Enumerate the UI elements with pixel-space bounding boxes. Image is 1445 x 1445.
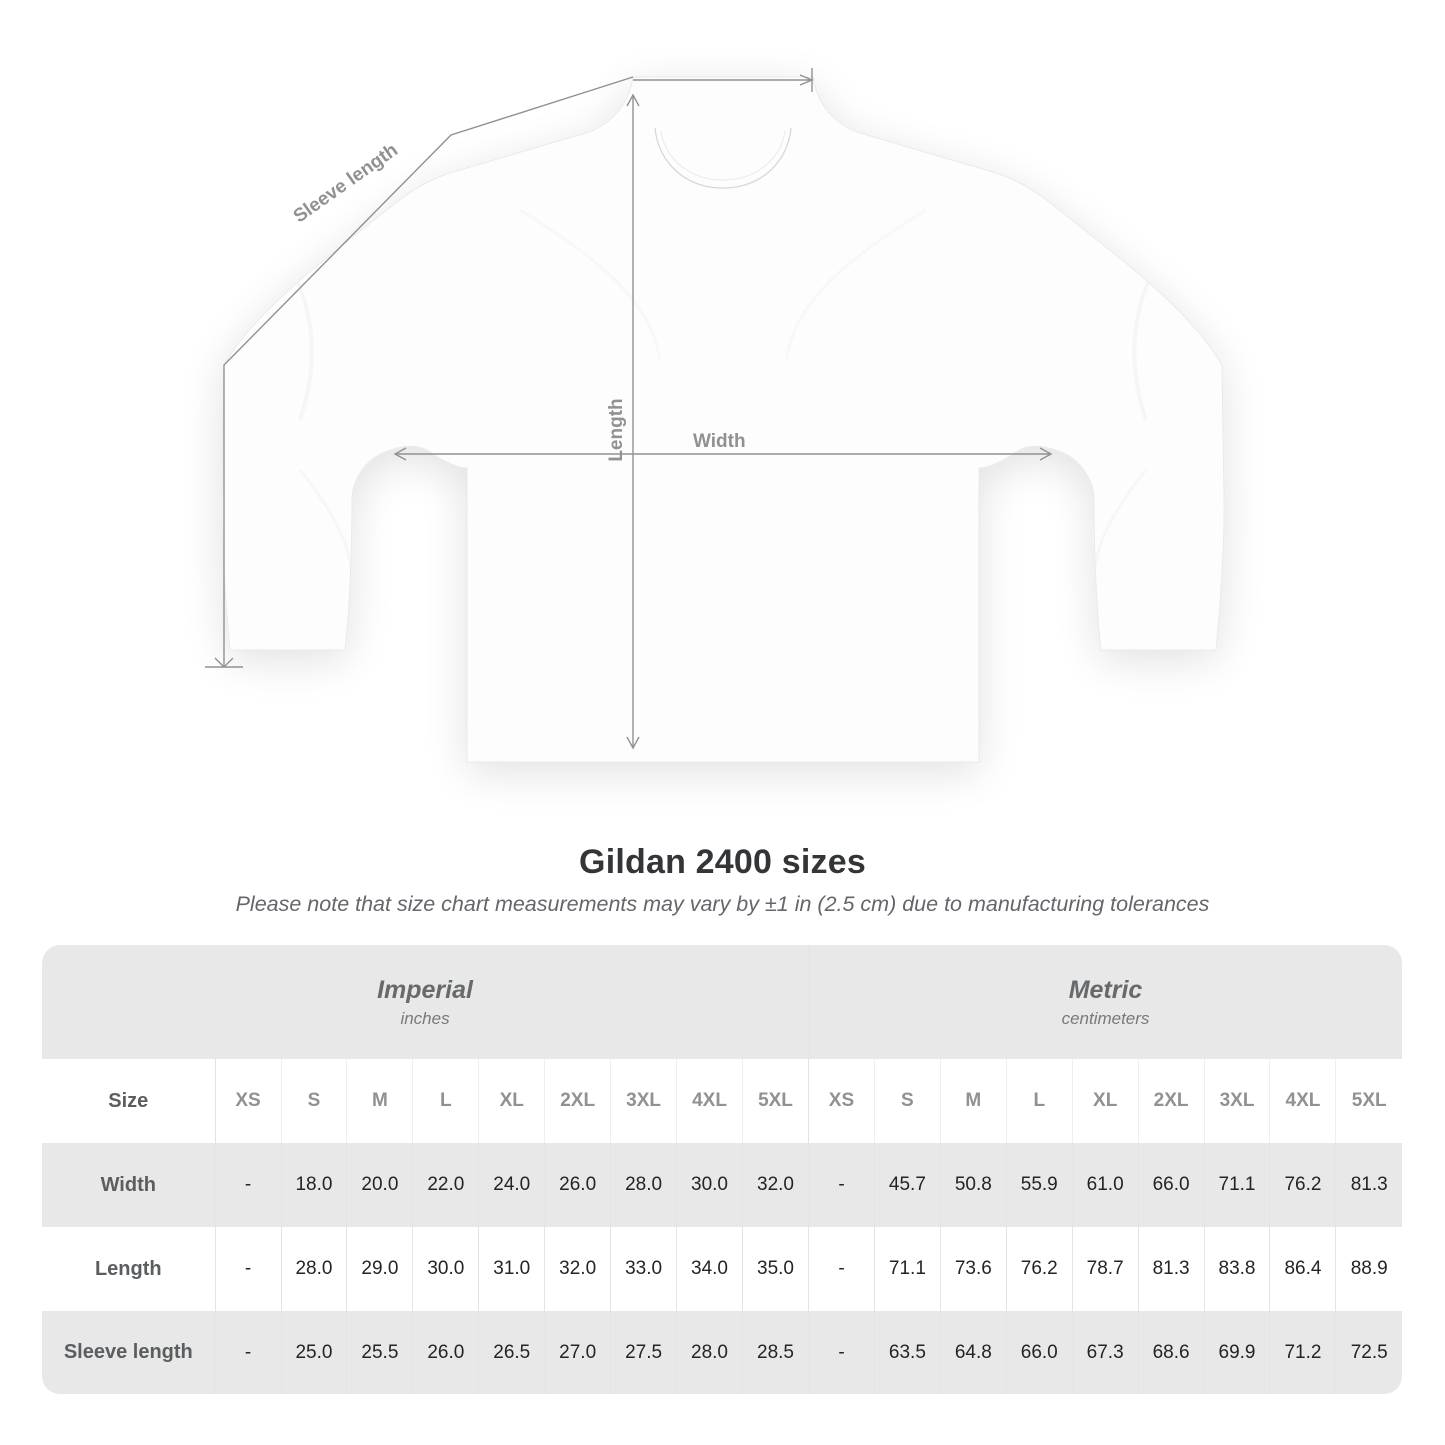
svg-text:Length: Length bbox=[606, 398, 627, 461]
svg-text:Width: Width bbox=[693, 431, 746, 452]
